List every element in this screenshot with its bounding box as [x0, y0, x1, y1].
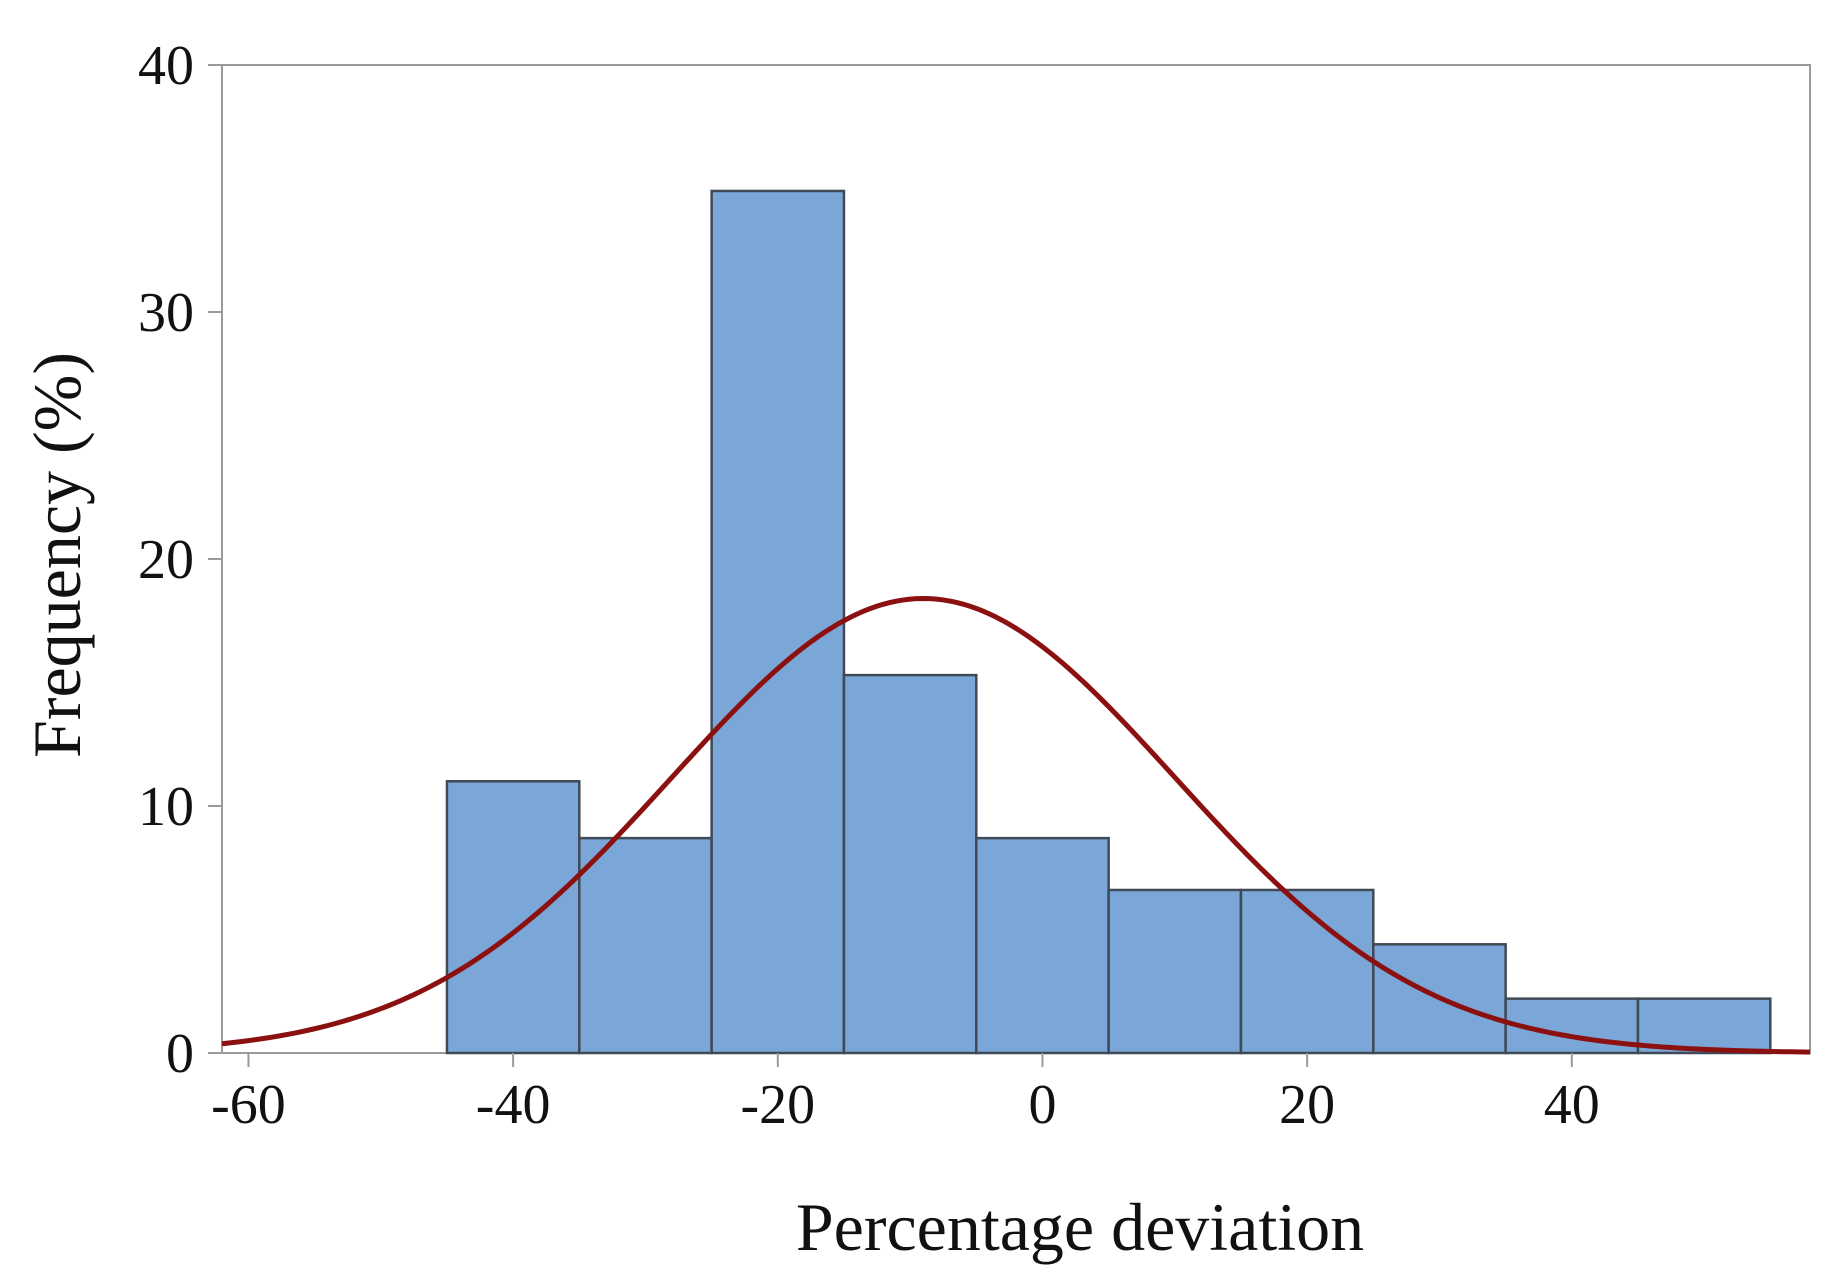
x-tick-label: 20 [1279, 1074, 1335, 1136]
histogram-bar-3 [710, 189, 846, 1055]
x-tick-label: 0 [1028, 1074, 1056, 1136]
x-tick-label: -40 [476, 1074, 551, 1136]
x-tick-label: 40 [1544, 1074, 1600, 1136]
histogram-bar-1 [445, 780, 581, 1055]
histogram-bar-10 [1636, 997, 1772, 1055]
y-tick-label: 30 [138, 282, 194, 344]
histogram-bar-2 [578, 836, 713, 1055]
x-axis-title: Percentage deviation [796, 1189, 1364, 1265]
y-tick-label: 0 [166, 1023, 194, 1085]
x-tick-label: -20 [740, 1074, 815, 1136]
histogram-bar-4 [842, 673, 978, 1055]
y-tick-label: 10 [138, 776, 194, 838]
y-tick-label: 40 [138, 35, 194, 97]
y-axis-title: Frequency (%) [19, 352, 95, 758]
histogram-bar-5 [975, 836, 1110, 1055]
x-tick-label: -60 [211, 1074, 286, 1136]
histogram-bar-6 [1107, 888, 1243, 1055]
y-axis-ticks: 0 10 20 30 40 [138, 35, 222, 1085]
histogram-bars [445, 189, 1772, 1055]
x-axis-ticks: -60 -40 -20 0 20 40 [211, 1053, 1600, 1136]
y-tick-label: 20 [138, 529, 194, 591]
normal-fit-curve [221, 596, 1811, 1055]
